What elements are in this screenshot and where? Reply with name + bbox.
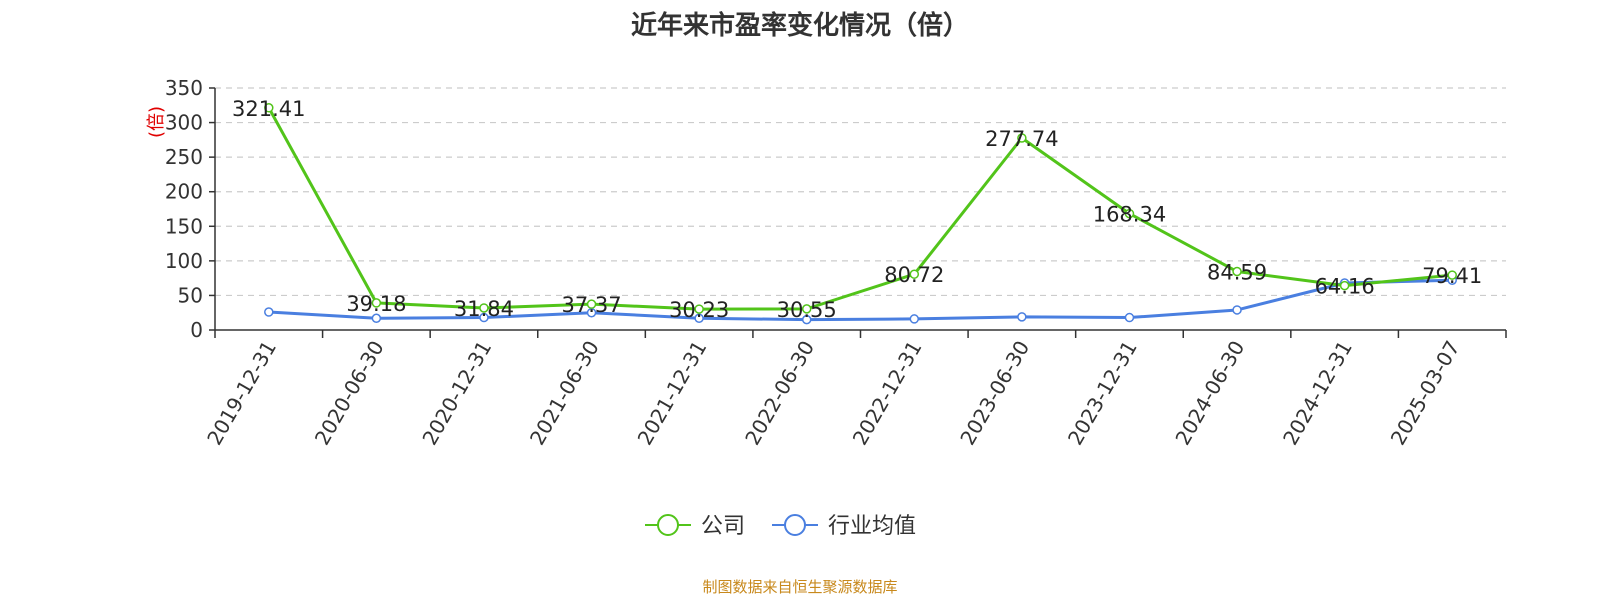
company-data-label: 30.55	[777, 298, 837, 322]
company-data-label: 37.37	[561, 293, 621, 317]
industry-data-point[interactable]	[694, 313, 704, 323]
company-data-point[interactable]	[1124, 208, 1135, 219]
y-tick-label: 150	[165, 214, 203, 238]
company-data-label: 84.59	[1207, 261, 1267, 285]
industry-data-point[interactable]	[1017, 312, 1027, 322]
x-tick-label: 2022-12-31	[848, 337, 927, 450]
company-data-point[interactable]	[694, 304, 704, 314]
legend-label: 行业均值	[828, 514, 916, 539]
data-source-note: 制图数据来自恒生聚源数据库	[702, 578, 897, 596]
grid-lines	[215, 87, 1506, 297]
company-data-point[interactable]	[1339, 280, 1350, 291]
company-data-label: 31.84	[454, 297, 514, 321]
legend-marker-icon	[657, 514, 679, 536]
x-tick-label: 2024-06-30	[1170, 337, 1249, 450]
y-tick-label: 100	[165, 249, 203, 273]
x-tick-label: 2023-06-30	[955, 337, 1034, 450]
y-tick-label: 50	[178, 283, 203, 307]
y-tick-label: 350	[165, 76, 203, 100]
industry-data-point[interactable]	[801, 314, 812, 325]
company-data-label: 39.18	[346, 292, 406, 316]
x-tick-label: 2021-06-30	[525, 337, 604, 450]
company-data-point[interactable]	[1017, 133, 1027, 143]
data-labels: 321.41 39.18 31.84 37.37 30.23 30.55 80.72 277.…	[232, 97, 1482, 322]
company-data-label: 321.41	[232, 97, 305, 121]
company-data-label: 168.34	[1093, 203, 1166, 227]
company-data-label: 64.16	[1315, 275, 1375, 299]
company-data-point[interactable]	[586, 299, 597, 309]
industry-data-point[interactable]	[479, 312, 489, 323]
industry-data-point[interactable]	[371, 313, 382, 323]
x-tick-label: 2025-03-07	[1386, 337, 1465, 450]
company-data-point[interactable]	[371, 298, 382, 308]
x-tick-label: 2020-12-31	[417, 337, 496, 450]
y-axis-unit-label: (倍)	[146, 106, 167, 138]
legend-item-industry[interactable]: 行业均值	[772, 514, 916, 539]
legend-item-company[interactable]: 公司	[645, 514, 745, 539]
chart-title: 近年来市盈率变化情况（倍）	[631, 10, 969, 41]
y-tick-label: 250	[165, 145, 203, 169]
company-data-point[interactable]	[1447, 270, 1457, 280]
y-tick-label: 300	[165, 111, 203, 135]
y-tick-label: 200	[165, 180, 203, 204]
industry-series-line	[268, 278, 1453, 322]
legend-label: 公司	[701, 514, 745, 539]
legend[interactable]: 公司 行业均值	[645, 514, 916, 539]
company-data-point[interactable]	[264, 103, 274, 113]
company-data-point[interactable]	[909, 269, 920, 279]
company-data-label: 277.74	[985, 127, 1058, 151]
x-tick-label: 2021-12-31	[633, 337, 712, 450]
x-tick-label: 2020-06-30	[310, 337, 389, 450]
company-series-line	[267, 107, 1453, 311]
company-data-point[interactable]	[1232, 266, 1242, 277]
company-data-label: 80.72	[884, 263, 944, 287]
company-data-label: 30.23	[669, 298, 729, 322]
legend-marker-icon	[784, 514, 806, 536]
company-data-point[interactable]	[479, 303, 489, 313]
x-tick-label: 2023-12-31	[1063, 337, 1142, 450]
company-data-point[interactable]	[801, 304, 812, 314]
industry-data-point[interactable]	[1124, 312, 1135, 323]
axes: 0 50 100 150 200 250 300 350 2019-12-31 2020-06-3…	[165, 76, 1507, 450]
x-tick-label: 2024-12-31	[1278, 337, 1357, 450]
industry-data-point[interactable]	[909, 314, 920, 324]
company-data-label: 79.41	[1422, 264, 1482, 288]
industry-data-point[interactable]	[1232, 305, 1242, 315]
x-tick-label: 2022-06-30	[740, 337, 819, 450]
x-tick-label: 2019-12-31	[202, 337, 281, 450]
series-lines	[264, 103, 1457, 325]
industry-data-point[interactable]	[264, 307, 274, 317]
y-tick-label: 0	[190, 318, 203, 342]
